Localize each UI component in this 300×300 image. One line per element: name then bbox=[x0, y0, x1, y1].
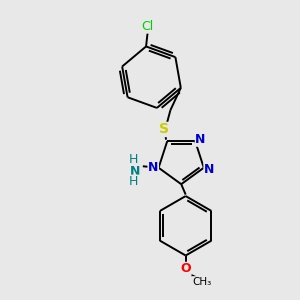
Text: O: O bbox=[180, 262, 191, 275]
Text: N: N bbox=[204, 163, 214, 176]
Text: S: S bbox=[159, 122, 169, 136]
Text: H: H bbox=[129, 175, 139, 188]
Text: CH₃: CH₃ bbox=[192, 277, 212, 287]
Text: N: N bbox=[195, 133, 206, 146]
Text: N: N bbox=[130, 165, 140, 178]
Text: Cl: Cl bbox=[141, 20, 154, 33]
Text: N: N bbox=[148, 161, 158, 174]
Text: H: H bbox=[129, 153, 139, 166]
